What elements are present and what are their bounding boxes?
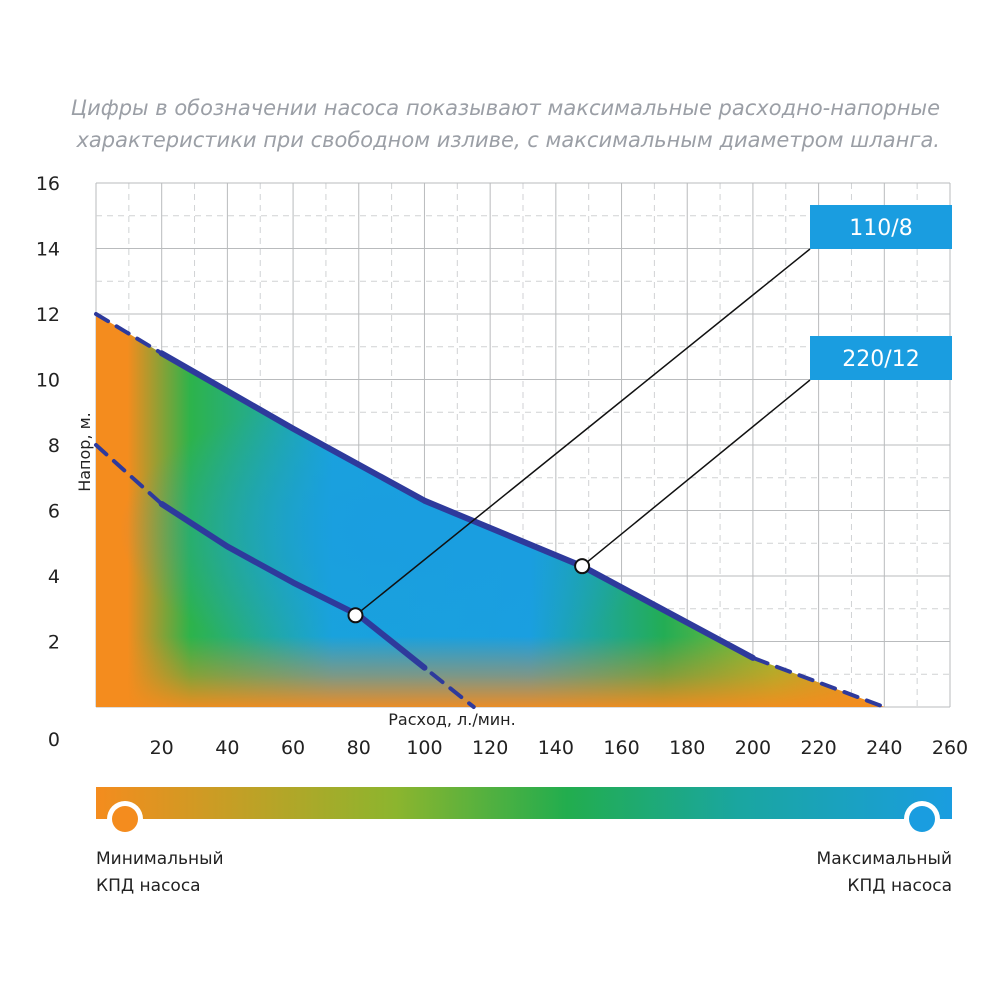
chart-caption: Цифры в обозначении насоса показывают ма…	[60, 92, 940, 156]
x-tick-label: 120	[472, 737, 508, 759]
curve-solid-1	[158, 350, 756, 661]
y-tick-label: 14	[36, 239, 60, 261]
badge-110-8: 110/8	[810, 205, 952, 249]
curve-marker-1	[574, 558, 591, 575]
min-efficiency-label-line1: Минимальный	[96, 849, 224, 869]
badge-110-8-label: 110/8	[849, 216, 912, 241]
x-tick-label: 180	[669, 737, 705, 759]
curves-layer	[94, 312, 887, 709]
badge-220-12-label: 220/12	[842, 347, 919, 372]
x-tick-label: 20	[150, 737, 174, 759]
curve-marker-0	[347, 607, 364, 624]
x-tick-label: 240	[866, 737, 902, 759]
x-tick-label: 200	[735, 737, 771, 759]
caption-line-2: характеристики при свободном изливе, с м…	[76, 128, 940, 152]
x-tick-label: 40	[215, 737, 239, 759]
max-efficiency-label: Максимальный КПД насоса	[817, 846, 952, 900]
max-efficiency-label-line1: Максимальный	[816, 849, 952, 869]
tick-labels: 20 40 60 80 100 120 140 160 180 200 220 240 260 0 2 4 6 8…	[36, 173, 968, 759]
y-tick-label: 2	[48, 632, 60, 654]
efficiency-gradient-bar	[96, 787, 952, 819]
y-tick-label: 8	[48, 435, 60, 457]
min-efficiency-marker	[112, 806, 138, 832]
y-tick-label: 16	[36, 173, 60, 195]
x-tick-label: 260	[932, 737, 968, 759]
efficiency-legend-bar	[96, 787, 952, 837]
leader-line-0	[355, 248, 811, 616]
max-efficiency-marker	[909, 806, 935, 832]
badge-220-12: 220/12	[810, 336, 952, 380]
x-tick-label: 60	[281, 737, 305, 759]
x-tick-label: 80	[347, 737, 371, 759]
x-tick-label: 220	[800, 737, 836, 759]
y-tick-label: 4	[48, 566, 60, 588]
curve-solid-0	[158, 500, 428, 671]
y-tick-label: 12	[36, 304, 60, 326]
x-tick-label: 100	[406, 737, 442, 759]
x-tick-label: 160	[603, 737, 639, 759]
caption-line-1: Цифры в обозначении насоса показывают ма…	[70, 96, 940, 120]
y-tick-label: 6	[48, 501, 60, 523]
y-axis-label: Напор, м.	[75, 412, 94, 492]
leader-line-1	[581, 379, 811, 567]
leader-lines	[347, 248, 811, 624]
x-axis-label: Расход, л./мин.	[388, 710, 515, 729]
max-efficiency-label-line2: КПД насоса	[847, 876, 952, 896]
y-tick-label: 10	[36, 370, 60, 392]
min-efficiency-label-line2: КПД насоса	[96, 876, 201, 896]
min-efficiency-label: Минимальный КПД насоса	[96, 846, 224, 900]
x-tick-label: 140	[538, 737, 574, 759]
y-tick-label: 0	[48, 729, 60, 751]
